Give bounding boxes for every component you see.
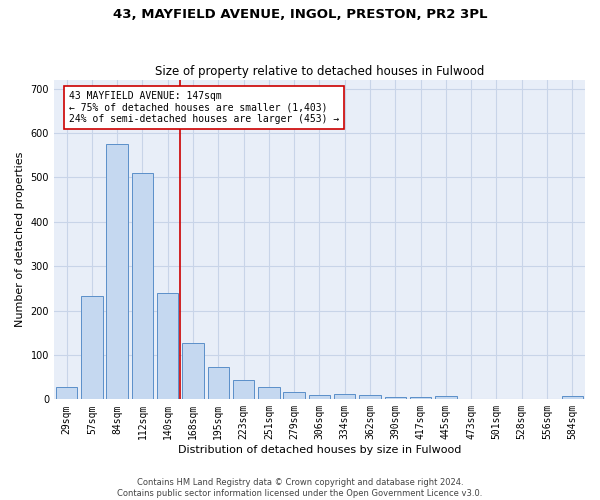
Title: Size of property relative to detached houses in Fulwood: Size of property relative to detached ho…: [155, 66, 484, 78]
Text: 43 MAYFIELD AVENUE: 147sqm
← 75% of detached houses are smaller (1,403)
24% of s: 43 MAYFIELD AVENUE: 147sqm ← 75% of deta…: [69, 91, 340, 124]
Bar: [435, 396, 457, 400]
Bar: [309, 395, 330, 400]
Bar: [283, 392, 305, 400]
Bar: [258, 388, 280, 400]
Bar: [385, 397, 406, 400]
Bar: [562, 396, 583, 400]
Bar: [410, 397, 431, 400]
Text: 43, MAYFIELD AVENUE, INGOL, PRESTON, PR2 3PL: 43, MAYFIELD AVENUE, INGOL, PRESTON, PR2…: [113, 8, 487, 20]
Bar: [106, 144, 128, 400]
Bar: [81, 296, 103, 400]
Bar: [359, 395, 381, 400]
Bar: [131, 173, 153, 400]
Bar: [182, 343, 204, 400]
X-axis label: Distribution of detached houses by size in Fulwood: Distribution of detached houses by size …: [178, 445, 461, 455]
Y-axis label: Number of detached properties: Number of detached properties: [15, 152, 25, 327]
Bar: [56, 388, 77, 400]
Bar: [233, 380, 254, 400]
Text: Contains HM Land Registry data © Crown copyright and database right 2024.
Contai: Contains HM Land Registry data © Crown c…: [118, 478, 482, 498]
Bar: [208, 368, 229, 400]
Bar: [334, 394, 355, 400]
Bar: [157, 293, 178, 400]
